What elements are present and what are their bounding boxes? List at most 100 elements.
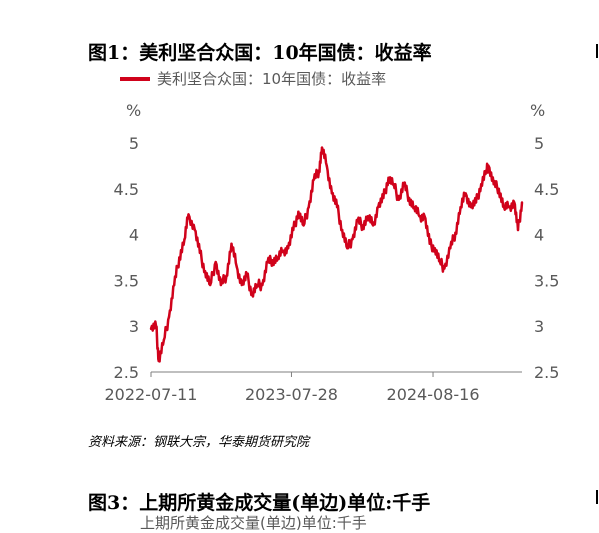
data-point [167, 315, 171, 319]
data-point [335, 205, 339, 209]
data-point [250, 292, 254, 296]
y-tick-label-right: 4.5 [534, 180, 559, 199]
x-tick-label: 2023-07-28 [245, 385, 338, 404]
data-point [356, 219, 359, 223]
right-edge-mark [596, 44, 598, 58]
data-point [366, 215, 370, 218]
y-tick-label-left: 4 [129, 226, 139, 245]
y-tick-label-right: 3 [534, 317, 544, 336]
data-point [187, 213, 190, 216]
data-point [341, 228, 344, 232]
legend-swatch [120, 76, 150, 81]
data-point [261, 283, 264, 287]
data-point [346, 247, 349, 250]
y-tick-label-left: 5 [129, 134, 139, 153]
data-point [214, 260, 217, 264]
y-axis-unit-left: % [126, 101, 141, 120]
data-point [480, 183, 483, 186]
data-point [469, 205, 473, 209]
y-tick-label-right: 5 [534, 134, 544, 153]
data-point [209, 283, 212, 287]
data-point [281, 249, 285, 253]
data-point [438, 260, 442, 264]
data-point [423, 215, 426, 218]
data-point [443, 267, 446, 270]
data-point [271, 259, 274, 262]
line-chart: % % 5 4.5 4 3.5 3 2.5 5 4.5 4 3.5 3 2.5 2022-07-11… [105, 101, 560, 404]
y-tick-label-right: 3.5 [534, 271, 559, 290]
data-point [520, 201, 524, 204]
data-point [154, 325, 158, 328]
data-point [203, 270, 207, 273]
y-tick-label-right: 2.5 [534, 363, 559, 382]
data-point [449, 247, 452, 250]
data-point [330, 192, 334, 195]
data-point [502, 205, 506, 209]
data-point [459, 205, 462, 209]
data-point [297, 210, 300, 213]
data-point [361, 224, 364, 227]
data-point [266, 260, 269, 264]
data-point [173, 283, 176, 287]
data-point [516, 228, 520, 232]
data-point [302, 224, 305, 227]
data-point [320, 146, 324, 149]
right-edge-mark [596, 490, 598, 504]
y-tick-label-left: 3.5 [114, 271, 139, 290]
x-tick-label: 2022-07-11 [105, 385, 198, 404]
data-point [198, 251, 202, 255]
y-tick-label-left: 4.5 [114, 180, 139, 199]
data-point [183, 238, 186, 241]
data-point [407, 196, 411, 200]
data-point [428, 242, 431, 245]
data-point [219, 283, 223, 287]
data-point [454, 231, 457, 234]
data-point [312, 178, 316, 181]
data-point [387, 176, 390, 179]
y-axis-unit-right: % [530, 101, 545, 120]
data-point [178, 256, 181, 259]
data-point [286, 247, 290, 250]
data-point [413, 205, 416, 209]
data-point [397, 198, 400, 201]
data-point [325, 164, 328, 168]
data-point [433, 247, 437, 250]
figure-3-legend: 上期所黄金成交量(单边)单位:千手 [140, 514, 367, 532]
data-point [382, 196, 385, 200]
data-point [513, 201, 516, 204]
data-point [225, 274, 228, 277]
data-point [474, 201, 478, 204]
data-point [230, 242, 233, 245]
data-point [317, 169, 321, 172]
data-point [162, 338, 166, 342]
y-tick-label-left: 2.5 [114, 363, 139, 382]
figure-3-title: 图3：上期所黄金成交量(单边)单位:千手 [88, 492, 431, 514]
data-point [507, 205, 511, 209]
y-tick-label-right: 4 [534, 226, 544, 245]
data-point [492, 183, 495, 186]
data-point [240, 283, 243, 287]
figure-title: 图1：美利坚合众国：10年国债：收益率 [88, 42, 432, 64]
data-point [487, 164, 490, 168]
data-point [392, 183, 395, 186]
legend-label: 美利坚合众国：10年国债：收益率 [157, 70, 387, 88]
source-note: 资料来源：钢联大宗，华泰期货研究院 [88, 435, 310, 450]
data-point [157, 359, 160, 363]
data-point [276, 256, 280, 259]
data-point [245, 274, 249, 277]
series-line [149, 146, 524, 363]
data-point [497, 187, 500, 190]
data-point [418, 215, 421, 218]
data-point [485, 169, 488, 172]
data-point [351, 238, 354, 241]
data-point [464, 192, 467, 195]
data-point [235, 265, 238, 268]
data-point [193, 228, 196, 232]
data-point [292, 228, 295, 232]
data-point [307, 205, 310, 209]
data-point [371, 224, 375, 227]
y-tick-label-left: 3 [129, 317, 139, 336]
data-point [402, 183, 406, 186]
data-point [377, 205, 380, 209]
x-tick-label: 2024-08-16 [387, 385, 480, 404]
